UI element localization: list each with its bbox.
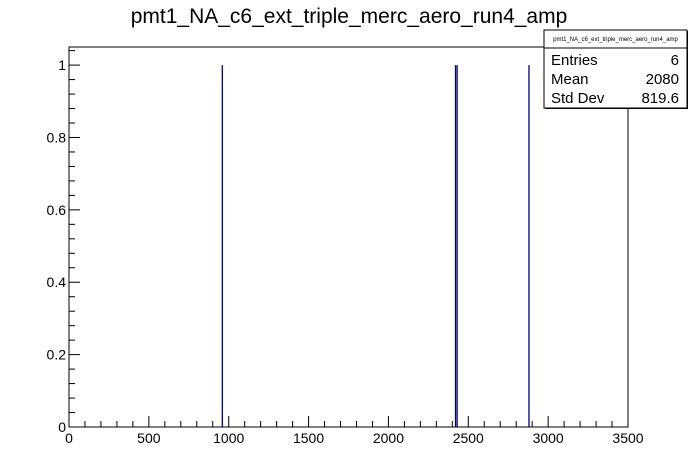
y-tick-label: 0.8 [47, 129, 67, 145]
x-tick-label: 3000 [533, 430, 564, 446]
stats-row-value: 819.6 [641, 90, 679, 107]
y-tick-label: 0.4 [47, 274, 67, 290]
stats-row-value: 2080 [646, 71, 679, 88]
x-tick-label: 1500 [293, 430, 324, 446]
x-tick-label: 0 [65, 430, 73, 446]
x-tick-label: 500 [137, 430, 161, 446]
y-tick-label: 0.2 [47, 347, 67, 363]
stats-row-label: Mean [551, 71, 589, 88]
stats-box-title: pmt1_NA_c6_ext_triple_merc_aero_run4_amp [553, 37, 678, 43]
y-tick-label: 0.6 [47, 202, 67, 218]
stats-row-label: Entries [551, 52, 598, 69]
y-axis: 0 0.2 0.4 0.6 0.8 1 [47, 50, 80, 435]
x-tick-label: 2000 [373, 430, 404, 446]
stats-box-frame [543, 29, 688, 109]
x-axis: 0 500 1000 1500 2000 2500 3000 3500 [65, 416, 644, 446]
x-tick-label: 2500 [453, 430, 484, 446]
x-tick-label: 3500 [612, 430, 643, 446]
plot-frame [68, 46, 629, 428]
stats-row-label: Std Dev [551, 90, 605, 107]
y-tick-label: 0 [58, 419, 66, 435]
histogram-bars [221, 65, 530, 427]
y-tick-label: 1 [58, 57, 66, 73]
stats-row-value: 6 [671, 52, 679, 69]
stats-box: pmt1_NA_c6_ext_triple_merc_aero_run4_amp… [543, 29, 688, 109]
chart-title: pmt1_NA_c6_ext_triple_merc_aero_run4_amp [131, 5, 568, 28]
x-tick-label: 1000 [213, 430, 244, 446]
